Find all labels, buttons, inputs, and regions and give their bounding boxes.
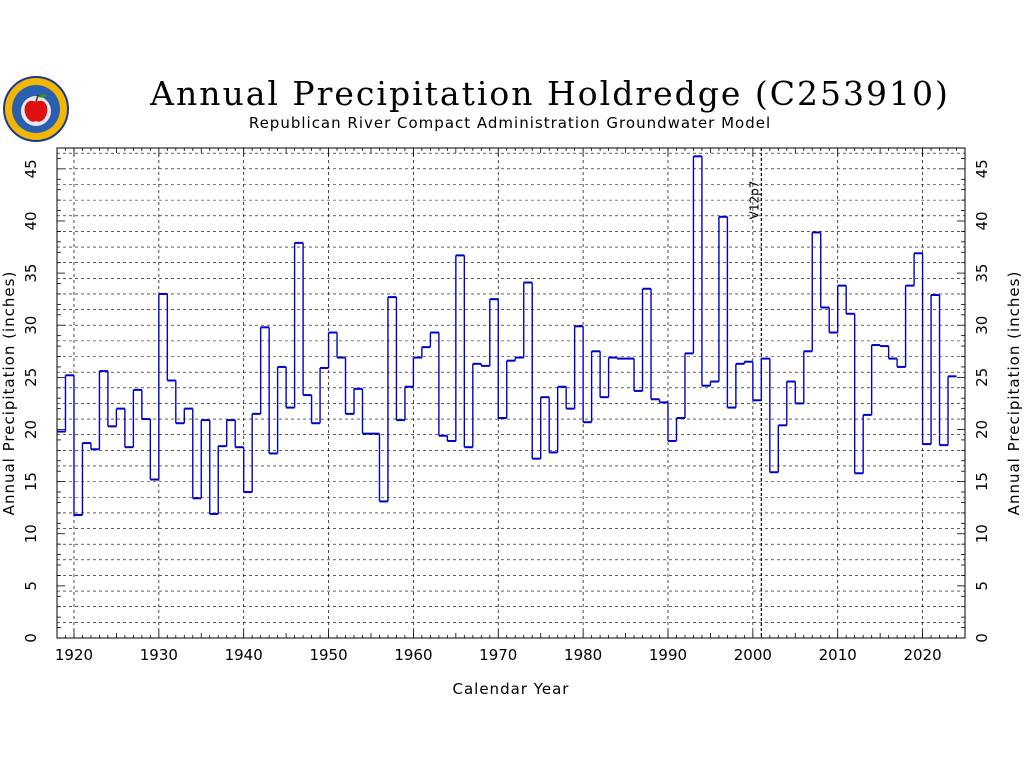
y-axis-label-left: Annual Precipitation (inches) <box>0 271 18 516</box>
x-tick-label: 2020 <box>903 646 941 664</box>
y-tick-label-right: 25 <box>973 368 991 387</box>
x-tick-label: 1950 <box>309 646 347 664</box>
x-tick-label: 1980 <box>564 646 602 664</box>
y-tick-label-left: 15 <box>22 472 40 491</box>
y-tick-label-right: 15 <box>973 472 991 491</box>
plot-frame <box>56 147 966 639</box>
y-tick-label-right: 40 <box>973 211 991 230</box>
y-tick-label-left: 20 <box>22 420 40 439</box>
x-tick-label: 1940 <box>225 646 263 664</box>
y-tick-label-right: 35 <box>973 264 991 283</box>
series-layer <box>57 155 957 516</box>
y-tick-label-right: 45 <box>973 159 991 178</box>
y-tick-label-right: 10 <box>973 524 991 543</box>
ticks <box>56 147 966 639</box>
y-tick-label-left: 0 <box>22 633 40 643</box>
x-tick-label: 1990 <box>649 646 687 664</box>
y-tick-label-right: 0 <box>973 633 991 643</box>
tick-labels: 1920 1930 1940 1950 1960 1970 1980 1990 2000 2010… <box>22 159 991 664</box>
x-tick-label: 1960 <box>394 646 432 664</box>
y-tick-label-left: 35 <box>22 264 40 283</box>
y-tick-label-right: 20 <box>973 420 991 439</box>
x-tick-label: 2010 <box>819 646 857 664</box>
chart-title: Annual Precipitation Holdredge (C253910) <box>150 74 950 113</box>
grid <box>57 148 965 638</box>
x-axis-label: Calendar Year <box>453 680 570 698</box>
x-tick-label: 1920 <box>55 646 93 664</box>
y-axis-label-right: Annual Precipitation (inches) <box>1005 271 1023 516</box>
y-tick-label-right: 5 <box>973 581 991 591</box>
x-tick-label: 1930 <box>140 646 178 664</box>
y-tick-label-left: 5 <box>22 581 40 591</box>
y-tick-label-left: 25 <box>22 368 40 387</box>
y-tick-label-left: 45 <box>22 159 40 178</box>
x-tick-label: 2000 <box>734 646 772 664</box>
apple-icon <box>24 100 48 122</box>
annotation-label: V12p7 <box>747 181 761 220</box>
chart-subtitle: Republican River Compact Administration … <box>248 114 772 132</box>
y-tick-label-right: 30 <box>973 316 991 335</box>
y-tick-label-left: 30 <box>22 316 40 335</box>
x-tick-label: 1970 <box>479 646 517 664</box>
rrca-logo <box>3 76 69 142</box>
y-tick-label-left: 10 <box>22 524 40 543</box>
y-tick-label-left: 40 <box>22 211 40 230</box>
